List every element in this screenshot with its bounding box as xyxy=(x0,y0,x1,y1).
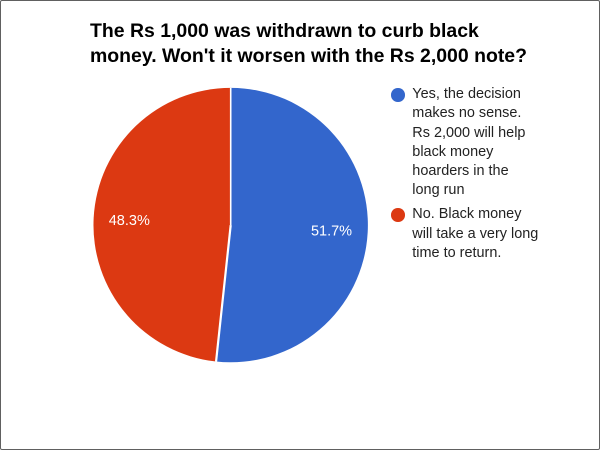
svg-text:48.3%: 48.3% xyxy=(109,213,150,229)
svg-text:51.7%: 51.7% xyxy=(311,224,352,240)
